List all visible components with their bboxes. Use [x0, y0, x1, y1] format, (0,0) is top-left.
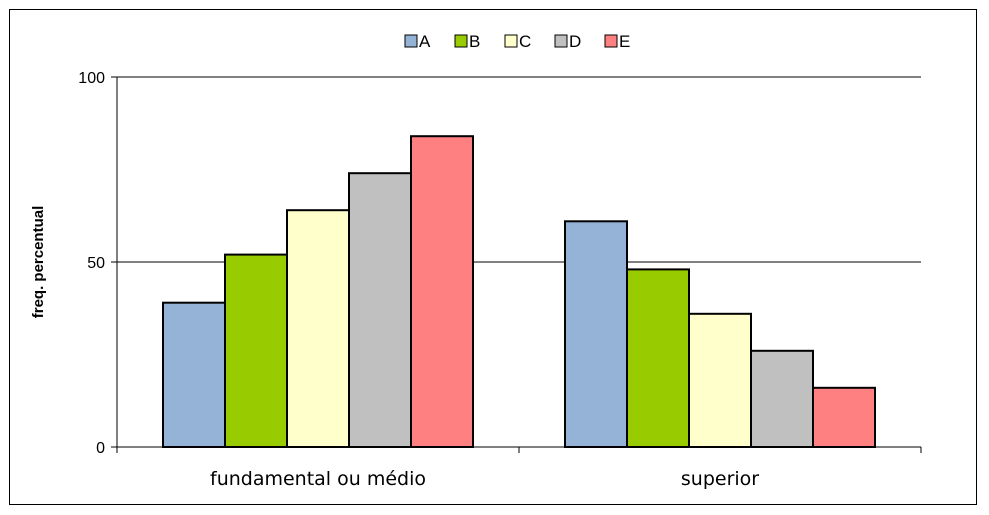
legend-swatch-B: [454, 34, 468, 48]
legend-label-E: E: [619, 32, 630, 51]
legend: A B C D E: [404, 32, 630, 51]
axes: [111, 76, 922, 453]
legend-label-A: A: [419, 32, 431, 51]
legend-label-C: C: [519, 32, 531, 51]
bar-C-1: [688, 312, 752, 448]
bar-B-1: [626, 268, 690, 448]
bars: [162, 135, 876, 449]
legend-label-D: D: [569, 32, 581, 51]
y-tick-labels: 0 50 100: [78, 70, 105, 457]
y-tick-label: 50: [87, 255, 105, 272]
x-category-label: superior: [681, 468, 759, 490]
legend-swatch-A: [404, 34, 418, 48]
gridlines: [117, 76, 921, 263]
bar-D-1: [750, 349, 814, 448]
bar-D-0: [348, 172, 412, 448]
y-tick-label: 100: [78, 70, 105, 87]
bar-A-0: [162, 301, 226, 449]
x-category-labels: fundamental ou médio superior: [210, 468, 759, 490]
bar-A-1: [564, 220, 628, 448]
y-tick-label: 0: [96, 440, 105, 457]
legend-label-B: B: [469, 32, 480, 51]
x-category-label: fundamental ou médio: [210, 468, 426, 490]
legend-swatch-C: [504, 34, 518, 48]
bar-E-0: [410, 135, 474, 448]
bar-E-1: [812, 386, 876, 448]
legend-swatch-E: [604, 34, 618, 48]
y-axis-label: freq. percentual: [30, 206, 47, 319]
legend-swatch-D: [554, 34, 568, 48]
bar-C-0: [286, 209, 350, 448]
bar-B-0: [224, 253, 288, 448]
